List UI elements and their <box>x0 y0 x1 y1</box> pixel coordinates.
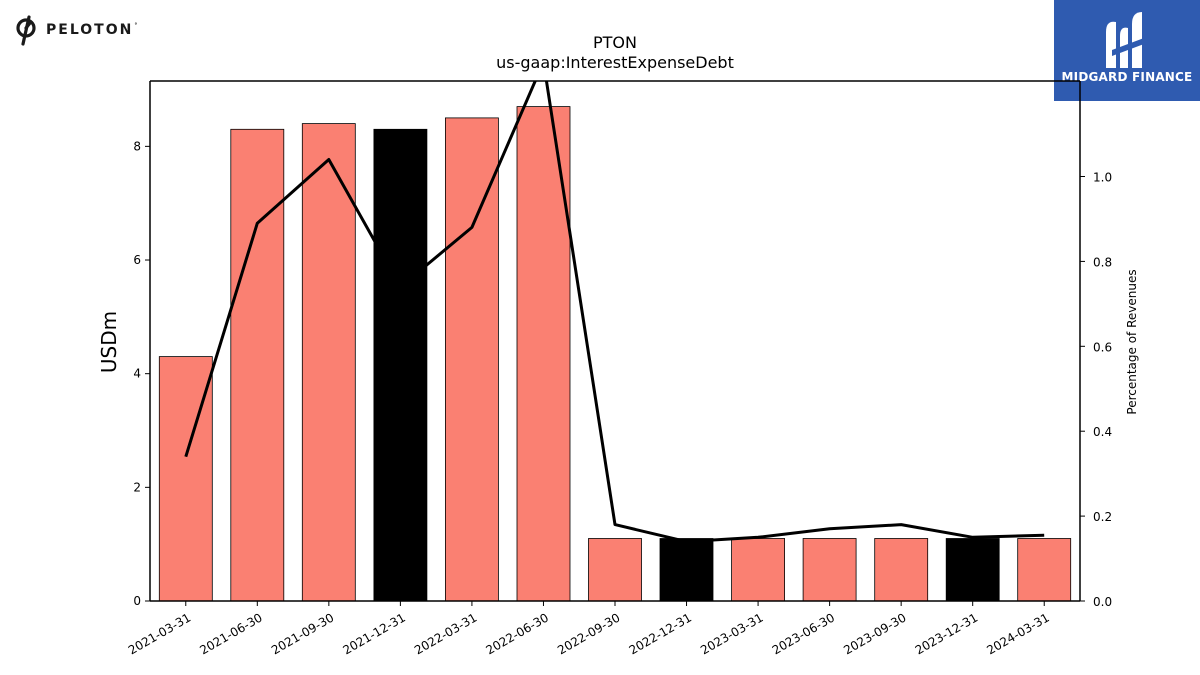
x-tick-label: 2023-06-30 <box>770 610 837 657</box>
bar-2024-03-31 <box>1017 538 1072 602</box>
peloton-wordmark: PELOTON° <box>46 22 140 38</box>
y2-tick-label: 0.6 <box>1093 340 1112 354</box>
y2-tick-label: 0.0 <box>1093 595 1112 609</box>
chart-title: PTON <box>593 33 637 52</box>
midgard-finance-logo: MIDGARD FINANCE <box>1054 0 1200 101</box>
y-tick-label: 8 <box>133 139 141 153</box>
y2-tick-label: 1.0 <box>1093 171 1112 185</box>
y-tick-label: 0 <box>133 594 141 608</box>
chart-subtitle: us-gaap:InterestExpenseDebt <box>496 53 734 72</box>
bar-2022-03-31 <box>444 117 499 602</box>
y2-tick-label: 0.8 <box>1093 255 1112 269</box>
midgard-wordmark: MIDGARD FINANCE <box>1061 70 1193 84</box>
x-tick-label: 2021-12-31 <box>340 610 407 657</box>
bar-2023-09-30 <box>874 538 929 602</box>
bar-2023-12-31 <box>945 538 1000 602</box>
x-tick-label: 2021-09-30 <box>269 610 336 657</box>
y-tick-label: 2 <box>133 480 141 494</box>
x-tick-label: 2022-09-30 <box>555 610 622 657</box>
bars-layer <box>158 106 1072 602</box>
y2-tick-label: 0.2 <box>1093 510 1112 524</box>
bar-2022-09-30 <box>588 538 642 602</box>
y2-tick-label: 0.4 <box>1093 425 1112 439</box>
x-tick-label: 2024-03-31 <box>984 610 1051 657</box>
bar-2023-03-31 <box>731 538 785 602</box>
bar-2021-12-31 <box>373 128 428 602</box>
bar-2022-12-31 <box>659 538 714 602</box>
x-tick-label: 2021-06-30 <box>197 610 264 657</box>
peloton-p-icon <box>16 15 36 46</box>
bar-2021-06-30 <box>230 128 285 602</box>
midgard-mark-icon <box>1106 12 1144 68</box>
x-tick-label: 2022-12-31 <box>627 610 694 657</box>
x-tick-label: 2023-03-31 <box>698 610 765 657</box>
y-tick-label: 4 <box>133 367 141 381</box>
peloton-logo: PELOTON° <box>14 14 139 46</box>
y2-axis-label: Percentage of Revenues <box>1125 269 1139 414</box>
x-tick-label: 2022-06-30 <box>484 610 551 657</box>
x-tick-label: 2023-12-31 <box>913 610 980 657</box>
y-tick-label: 6 <box>133 253 141 267</box>
line-series-percentage <box>184 81 1045 544</box>
x-tick-label: 2023-09-30 <box>841 610 908 657</box>
bar-2023-06-30 <box>802 538 857 602</box>
x-tick-label: 2021-03-31 <box>126 610 193 657</box>
y-axis-label: USDm <box>97 311 121 373</box>
x-tick-label: 2022-03-31 <box>412 610 479 657</box>
line-layer <box>184 81 1045 544</box>
